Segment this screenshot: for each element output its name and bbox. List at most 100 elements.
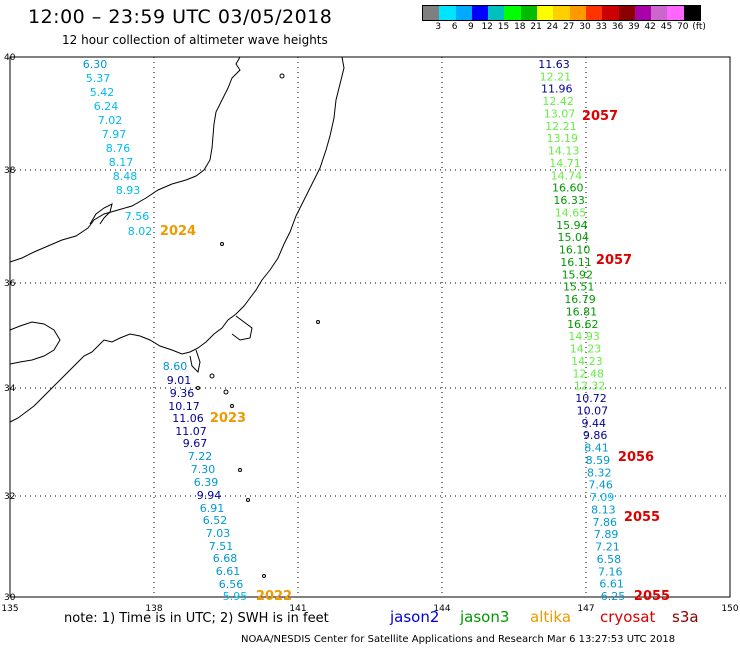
wave-height-value: 7.86 [593,516,618,529]
wave-height-value: 7.16 [598,565,623,578]
pass-time-label: 2057 [596,253,632,268]
footer-credit: NOAA/NESDIS Center for Satellite Applica… [241,634,676,645]
wave-height-value: 11.63 [538,58,570,71]
wave-height-value: 6.61 [216,565,241,578]
wave-height-value: 14.93 [568,330,600,343]
wave-height-value: 16.10 [559,244,591,257]
latitude-label: 38 [4,166,16,176]
pass-time-label: 2057 [582,109,618,124]
wave-height-value: 7.51 [209,540,234,553]
longitude-label: 138 [145,604,162,614]
wave-height-value: 8.48 [113,170,138,183]
wave-height-value: 12.21 [540,70,572,83]
wave-height-value: 10.72 [575,392,607,405]
color-swatch [602,6,619,20]
pass-time-label: 2024 [160,224,196,239]
satellite-legend-altika: altika [530,608,572,626]
wave-height-value: 16.60 [552,182,584,195]
longitude-labels: 135 138 141 144 147 150 [1,604,738,614]
color-legend-tick: 3 [435,22,442,32]
wave-height-value: 14.13 [548,145,580,158]
wave-height-value: 7.30 [191,463,216,476]
wave-height-value: 8.17 [109,156,134,169]
latitude-labels: 40 38 36 34 32 30 [4,53,16,603]
color-swatch [634,6,652,20]
color-legend-tick: 27 [562,22,575,32]
lat-lon-grid [10,57,730,597]
track-left: 6.305.375.426.247.027.978.768.178.488.93… [83,58,248,603]
wave-height-value: 7.56 [125,210,150,223]
color-swatch [585,6,603,20]
wave-height-value: 7.97 [102,128,127,141]
wave-height-value: 6.91 [200,502,225,515]
wave-height-value: 14.71 [549,157,581,170]
color-swatch [520,6,538,20]
longitude-label: 147 [577,604,594,614]
wave-height-value: 6.61 [599,578,624,591]
wave-height-value: 6.58 [597,553,622,566]
satellite-legend-cryosat: cryosat [600,608,656,626]
wave-height-value: 14.23 [571,355,603,368]
wave-height-value: 6.39 [194,476,219,489]
color-swatch [439,6,456,20]
wave-height-value: 8.93 [116,184,141,197]
wave-height-value: 10.07 [577,404,609,417]
wave-height-value: 9.86 [583,429,608,442]
color-swatch [488,6,505,20]
color-swatch [504,6,521,20]
longitude-label: 150 [721,604,738,614]
coastline-honshu [9,56,241,263]
color-swatch [569,6,586,20]
wave-height-value: 15.94 [556,219,588,232]
wave-height-value: 12.32 [574,380,606,393]
wave-height-value: 6.56 [219,578,244,591]
color-legend-tick: 39 [628,22,640,32]
wave-height-value: 14.65 [555,206,587,219]
wave-height-value: 6.25 [601,590,626,603]
wave-height-value: 16.79 [564,293,596,306]
wave-height-value: 7.02 [98,114,123,127]
coastline-izu [189,349,201,374]
wave-height-value: 9.44 [582,417,607,430]
islands [196,73,320,578]
color-legend-tick: 70 [677,22,689,32]
wave-height-value: 7.03 [206,527,231,540]
latitude-label: 36 [4,279,16,289]
wave-height-value: 16.11 [560,256,592,269]
color-swatch [553,6,570,20]
wave-height-value: 14.74 [551,169,583,182]
wave-height-value: 15.92 [562,268,594,281]
wave-height-value: 6.52 [203,514,228,527]
color-legend-tick: (ft) [692,22,706,32]
map-title: 12:00 – 23:59 UTC 03/05/2018 [28,6,333,28]
wave-height-value: 9.67 [183,437,208,450]
wave-height-value: 15.51 [563,281,595,294]
color-swatch [651,6,668,20]
wave-height-value: 8.13 [591,503,616,516]
latitude-label: 34 [4,384,16,394]
pass-time-label: 2056 [618,450,654,465]
wave-height-value: 8.76 [106,142,131,155]
map-subtitle: 12 hour collection of altimeter wave hei… [62,33,328,47]
wave-height-value: 15.04 [557,231,589,244]
color-legend-tick: 24 [546,22,559,32]
wave-height-value: 8.02 [128,225,153,238]
color-legend-tick: 33 [595,22,608,32]
color-legend-tick: 30 [579,22,591,32]
coastline-noto [89,203,113,225]
wave-height-value: 10.17 [168,400,200,413]
color-legend-tick: 18 [514,22,526,32]
color-legend-tick: 12 [481,22,493,32]
coastline-pacific [9,56,345,423]
pass-time-label: 2055 [634,589,670,604]
color-legend-tick: 42 [644,22,656,32]
wave-height-value: 6.24 [94,100,119,113]
wave-height-value: 7.46 [588,479,613,492]
wave-height-value: 7.22 [188,450,213,463]
wave-height-value: 8.32 [587,466,612,479]
pass-time-label: 2022 [256,589,292,604]
wave-height-value: 8.60 [163,360,188,373]
pass-time-label: 2023 [210,411,246,426]
wave-height-value: 16.81 [566,305,598,318]
